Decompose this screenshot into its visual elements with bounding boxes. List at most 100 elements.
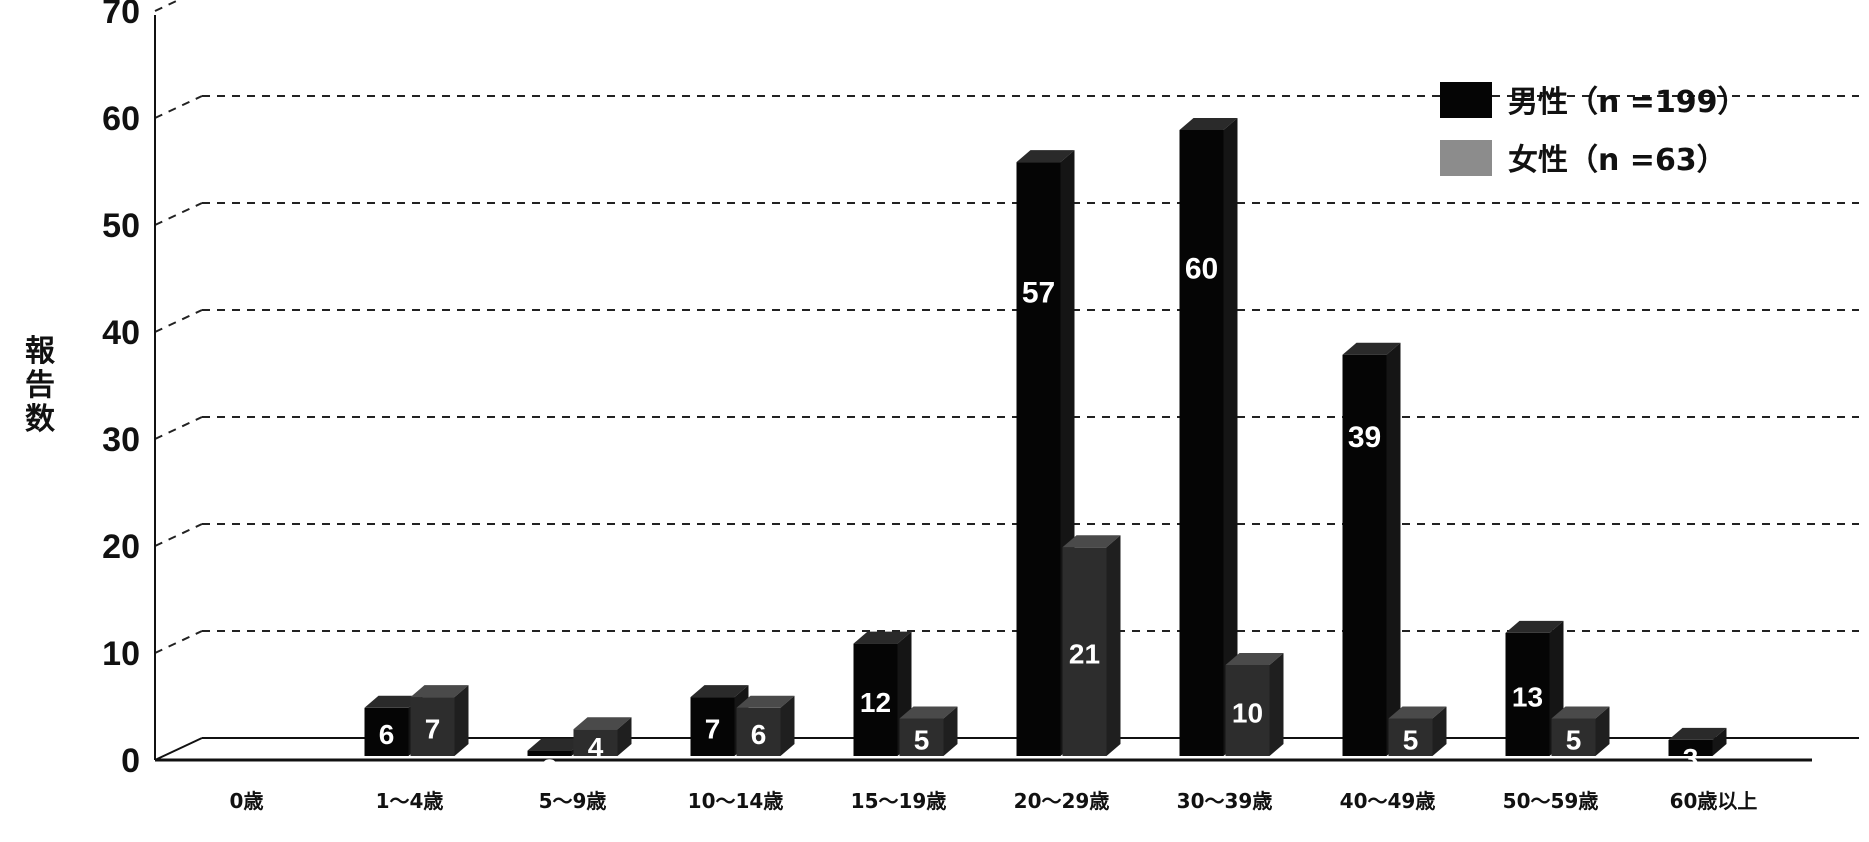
data-label-female: 5 xyxy=(914,724,930,755)
bar-female-top xyxy=(1062,535,1121,548)
data-label-male: 3 xyxy=(1683,743,1699,774)
bar-female-front xyxy=(899,718,944,756)
x-tick-label: 0歳 xyxy=(230,789,264,813)
gridline-depth xyxy=(154,309,203,333)
x-tick-label: 20～29歳 xyxy=(1014,789,1110,813)
data-label-male: 57 xyxy=(1022,277,1055,310)
y-tick-label: 20 xyxy=(102,528,140,566)
data-label-female: 6 xyxy=(751,719,767,750)
bar-female xyxy=(573,717,632,756)
gridline-depth xyxy=(154,416,203,440)
bar-male-front xyxy=(1668,739,1713,756)
bar-female-top xyxy=(899,706,958,719)
y-tick-label: 10 xyxy=(102,635,140,673)
bar-female-side xyxy=(1595,706,1610,756)
data-label-female: 4 xyxy=(588,732,604,763)
bar-female-top xyxy=(573,717,632,730)
gridline-depth xyxy=(154,630,203,654)
bar-female xyxy=(736,695,795,756)
bar-female-side xyxy=(1106,535,1121,756)
data-label-male: 7 xyxy=(705,714,721,745)
bar-female-top xyxy=(1551,706,1610,719)
bar-female-top xyxy=(1225,653,1284,665)
bar-male-front xyxy=(1342,354,1387,756)
x-tick-label: 1～4歳 xyxy=(376,789,444,813)
bar-male-top xyxy=(853,631,912,644)
bars-layer xyxy=(364,118,1727,757)
bar-female-top xyxy=(736,695,795,708)
bar-male xyxy=(1179,118,1238,756)
x-tick-label: 60歳以上 xyxy=(1670,789,1758,813)
gridline-depth xyxy=(154,0,181,12)
bar-male-front xyxy=(853,643,898,756)
y-tick-label: 60 xyxy=(102,100,140,138)
bar-male xyxy=(1668,727,1727,756)
bar-male-front xyxy=(527,750,572,756)
bar-female-front xyxy=(1388,718,1433,756)
bar-male-top xyxy=(1342,342,1401,355)
bar-female-front xyxy=(410,697,455,756)
bar-female xyxy=(1551,706,1610,756)
bar-female xyxy=(1062,535,1121,756)
x-tick-label: 5～9歳 xyxy=(539,789,607,813)
bar-female-top xyxy=(410,685,469,698)
bar-male-top xyxy=(1016,150,1075,163)
legend-label: 女性（n =63） xyxy=(1508,143,1727,178)
bar-female xyxy=(899,706,958,756)
legend-label: 男性（n =199） xyxy=(1508,85,1748,120)
bar-male-top xyxy=(1179,118,1238,130)
bar-female-front xyxy=(1062,547,1107,756)
data-label-male: 60 xyxy=(1185,253,1218,286)
x-tick-label: 50～59歳 xyxy=(1503,789,1599,813)
data-label-female: 10 xyxy=(1232,698,1263,729)
floor-edge xyxy=(154,737,203,761)
bar-male-front xyxy=(1016,162,1061,757)
y-tick-label: 0 xyxy=(121,742,140,780)
bar-female-front xyxy=(1551,718,1596,756)
data-label-female: 5 xyxy=(1566,724,1582,755)
gridline-depth xyxy=(154,202,203,226)
bar-female-front xyxy=(573,729,618,756)
data-label-female: 21 xyxy=(1069,639,1100,670)
bar-male-side xyxy=(1712,727,1727,756)
bar-female xyxy=(1225,653,1284,756)
bar-female-side xyxy=(617,717,632,756)
x-tick-label: 10～14歳 xyxy=(688,789,784,813)
bar-female xyxy=(410,685,469,756)
legend-swatch xyxy=(1440,140,1492,176)
bar-male-front xyxy=(1505,632,1550,756)
gridline-depth xyxy=(154,95,203,119)
bar-male xyxy=(1016,150,1075,757)
data-label-male: 13 xyxy=(1512,681,1543,712)
bar-female-front xyxy=(1225,665,1270,756)
bar-male xyxy=(1342,342,1401,756)
bar-male-front xyxy=(1179,130,1224,756)
legend-swatch xyxy=(1440,82,1492,118)
y-tick-label: 40 xyxy=(102,314,140,352)
bar-female-side xyxy=(1269,653,1284,756)
data-label-female: 7 xyxy=(425,714,441,745)
y-tick-label: 30 xyxy=(102,421,140,459)
bar-male-front xyxy=(690,697,735,756)
bar-female-side xyxy=(780,695,795,756)
bar-female-top xyxy=(1388,706,1447,719)
y-tick-label: 50 xyxy=(102,207,140,245)
y-axis-label: 報告数 xyxy=(25,334,56,437)
bar-male-top xyxy=(690,685,749,698)
y-tick-label: 70 xyxy=(102,0,140,31)
x-tick-label: 40～49歳 xyxy=(1340,789,1436,813)
x-tick-label: 15～19歳 xyxy=(851,789,947,813)
data-label-male: 12 xyxy=(860,687,891,718)
bar-female xyxy=(1388,706,1447,756)
data-label-female: 5 xyxy=(1403,724,1419,755)
bar-male-top xyxy=(527,738,586,751)
bar-male-top xyxy=(364,695,423,708)
bar-female-front xyxy=(736,707,781,756)
bar-female-side xyxy=(454,685,469,756)
bar-female-side xyxy=(1432,706,1447,756)
gridline-depth xyxy=(154,523,203,547)
bar-male-top xyxy=(1668,727,1727,740)
